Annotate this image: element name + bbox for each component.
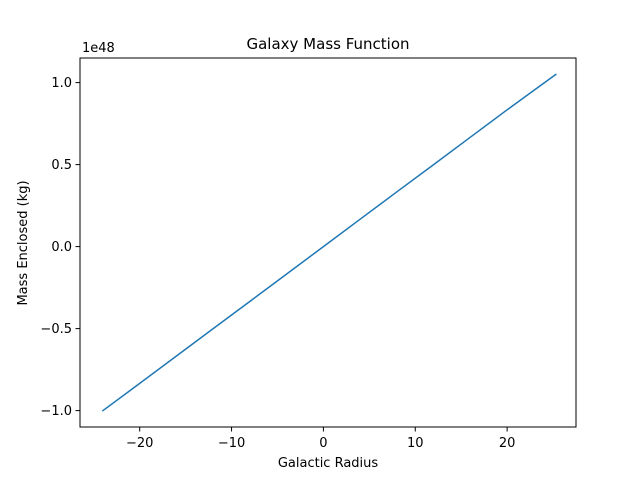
y-axis-offset-label: 1e48 bbox=[82, 41, 115, 56]
y-tick-label: −1.0 bbox=[40, 404, 72, 419]
plot-frame bbox=[79, 57, 577, 428]
x-tick-label: −10 bbox=[218, 436, 245, 451]
y-axis-title: Mass Enclosed (kg) bbox=[16, 180, 31, 305]
y-tick-label: 0.0 bbox=[51, 240, 72, 255]
x-tick-label: 20 bbox=[499, 436, 516, 451]
x-axis-title: Galactic Radius bbox=[278, 456, 379, 471]
y-tick-label: 0.5 bbox=[51, 158, 72, 173]
y-tick-label: −0.5 bbox=[40, 322, 72, 337]
plot-area: −20 −10 0 10 20 −1.0 −0.5 0.0 0.5 1.0 bbox=[40, 57, 577, 451]
x-tick-label: −20 bbox=[126, 436, 153, 451]
x-tick-label: 0 bbox=[319, 436, 327, 451]
series-line-0 bbox=[101, 73, 557, 412]
y-tick-label: 1.0 bbox=[51, 76, 72, 91]
chart-title: Galaxy Mass Function bbox=[246, 35, 409, 53]
x-tick-label: 10 bbox=[407, 436, 424, 451]
